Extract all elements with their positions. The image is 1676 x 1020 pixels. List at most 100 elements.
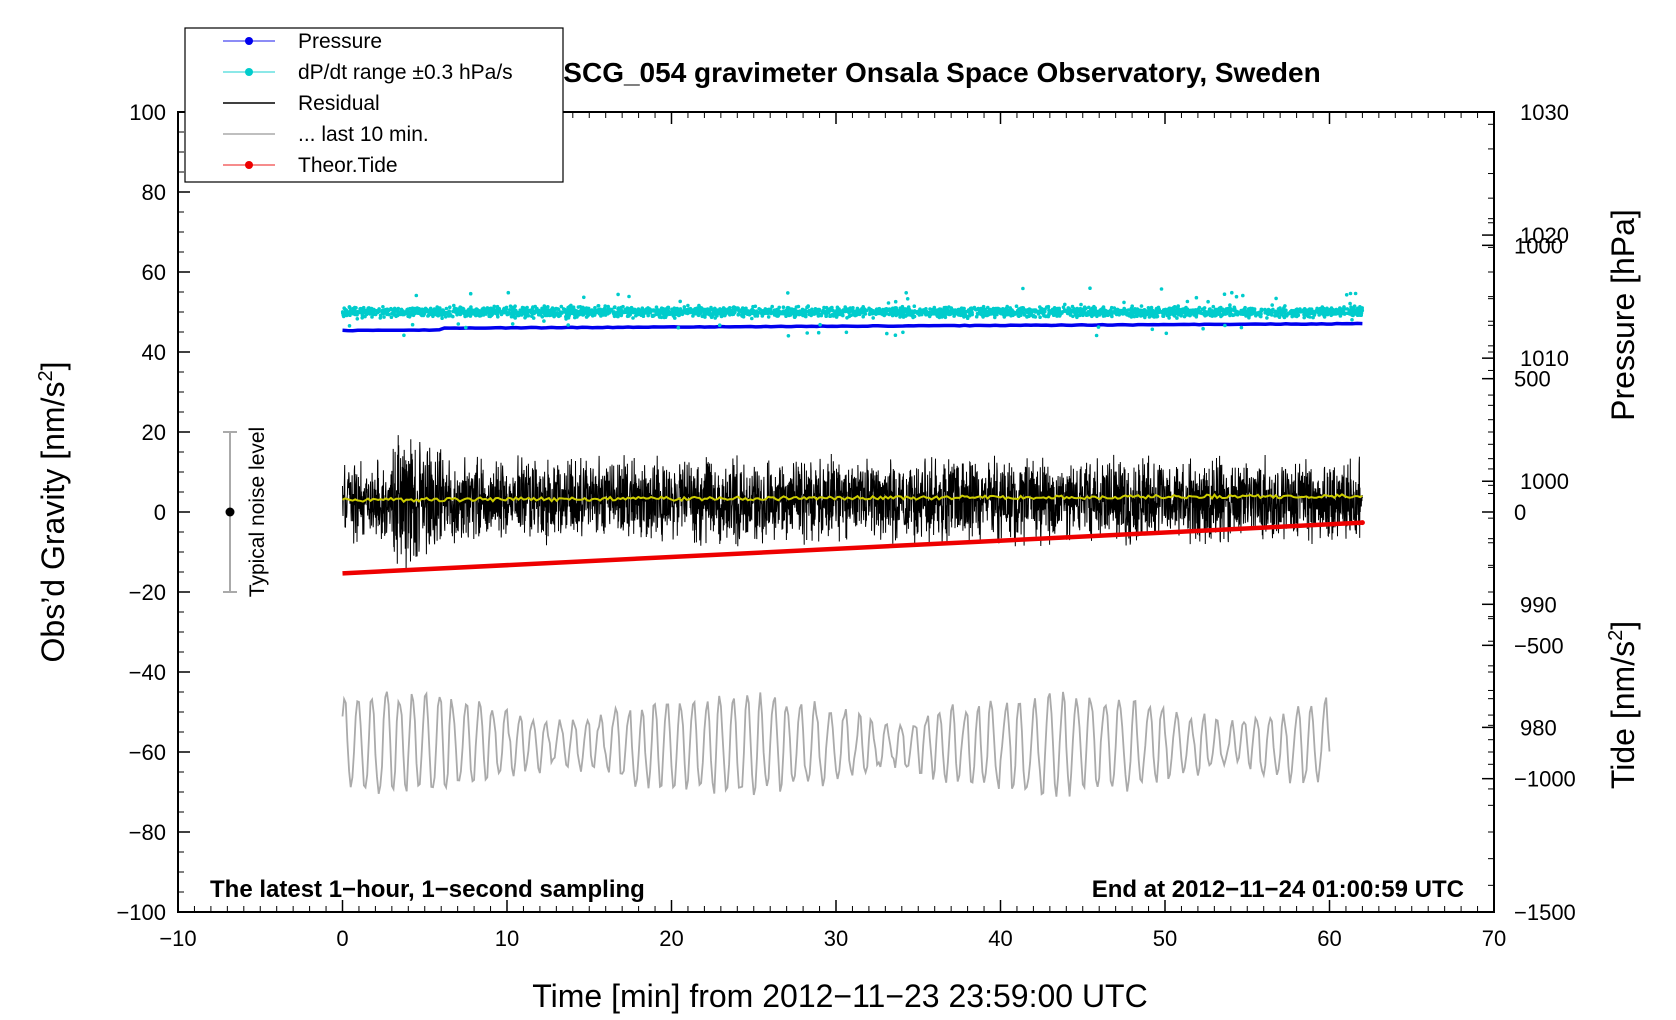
dpdt-point: [512, 315, 517, 319]
dpdt-point: [1179, 307, 1184, 312]
dpdt-point: [1130, 313, 1135, 318]
dpdt-point: [998, 310, 1002, 315]
dpdt-point: [1141, 308, 1145, 313]
dpdt-point: [721, 306, 726, 310]
dpdt-point: [1081, 308, 1086, 313]
dpdt-point: [1322, 309, 1326, 313]
dpdt-point: [571, 305, 576, 310]
dpdt-point: [1245, 311, 1249, 316]
dpdt-point: [1317, 309, 1321, 314]
tide-tick-label: 0: [1514, 500, 1526, 525]
dpdt-point: [862, 310, 866, 315]
dpdt-point: [1282, 315, 1287, 320]
dpdt-point: [968, 306, 973, 311]
dpdt-point: [822, 305, 826, 310]
dpdt-point: [1058, 311, 1063, 316]
dpdt-point: [568, 311, 572, 316]
dpdt-point: [1293, 314, 1298, 318]
dpdt-point: [1157, 310, 1161, 315]
dpdt-point: [763, 311, 768, 315]
x-tick-label: 40: [988, 926, 1012, 951]
dpdt-point: [732, 305, 736, 309]
dpdt-point: [690, 309, 694, 314]
dpdt-point: [742, 311, 747, 316]
dpdt-point: [353, 312, 358, 316]
dpdt-point: [1122, 300, 1126, 305]
dpdt-point: [1185, 307, 1190, 312]
dpdt-point: [982, 307, 986, 311]
dpdt-point: [891, 311, 895, 315]
dpdt-point: [606, 304, 610, 309]
dpdt-point: [422, 311, 427, 315]
dpdt-point: [1273, 309, 1278, 314]
x-tick-label: 70: [1482, 926, 1506, 951]
dpdt-point: [1277, 315, 1282, 320]
dpdt-point: [546, 305, 550, 309]
dpdt-point: [912, 311, 916, 315]
dpdt-point: [396, 306, 401, 311]
dpdt-point: [844, 330, 849, 335]
dpdt-point: [616, 314, 620, 319]
dpdt-point: [1233, 308, 1237, 313]
left-tick-label: 40: [142, 340, 166, 365]
dpdt-point: [766, 315, 771, 319]
legend-item: dP/dt range ±0.3 hPa/s: [223, 61, 513, 84]
dpdt-point: [1192, 308, 1197, 313]
dpdt-point: [348, 311, 353, 316]
dpdt-point: [378, 313, 383, 318]
dpdt-point: [341, 314, 346, 319]
dpdt-point: [709, 312, 714, 316]
dpdt-point: [944, 305, 948, 310]
dpdt-point: [411, 308, 416, 313]
dpdt-point: [942, 310, 947, 315]
dpdt-point: [750, 309, 755, 314]
dpdt-point: [961, 313, 965, 318]
dpdt-point: [493, 309, 498, 314]
dpdt-point: [652, 313, 656, 318]
dpdt-point: [1033, 315, 1038, 319]
dpdt-point: [825, 309, 829, 313]
left-tick-label: 80: [142, 180, 166, 205]
dpdt-point: [1115, 310, 1119, 315]
dpdt-point: [378, 316, 383, 320]
dpdt-point: [699, 310, 703, 314]
dpdt-point: [915, 311, 920, 316]
dpdt-point: [468, 291, 473, 296]
dpdt-point: [348, 309, 353, 313]
dpdt-point: [390, 311, 394, 316]
dpdt-point: [1349, 309, 1354, 313]
chart-title: SCG_054 gravimeter Onsala Space Observat…: [563, 57, 1320, 88]
dpdt-point: [888, 311, 892, 316]
dpdt-point: [861, 314, 865, 319]
dpdt-point: [627, 294, 631, 299]
dpdt-point: [1259, 314, 1263, 319]
dpdt-point: [849, 313, 853, 318]
pressure-tick-label: 1000: [1520, 469, 1569, 494]
dpdt-point: [629, 310, 633, 314]
dpdt-point: [1210, 309, 1215, 313]
dpdt-point: [427, 312, 431, 317]
dpdt-point: [625, 314, 630, 319]
dpdt-point: [1176, 312, 1181, 317]
dpdt-point: [663, 314, 667, 318]
dpdt-point: [410, 322, 415, 327]
dpdt-point: [735, 306, 740, 310]
left-tick-label: −60: [129, 740, 166, 765]
dpdt-point: [964, 314, 969, 319]
left-tick-label: −20: [129, 580, 166, 605]
dpdt-point: [943, 315, 948, 320]
dpdt-point: [543, 308, 548, 312]
dpdt-point: [603, 304, 607, 308]
dpdt-point: [581, 306, 586, 310]
dpdt-point: [739, 310, 743, 314]
legend-item: Theor.Tide: [223, 154, 398, 177]
dpdt-point: [492, 305, 497, 309]
dpdt-point: [531, 305, 535, 309]
dpdt-point: [558, 313, 562, 318]
dpdt-point: [993, 315, 997, 320]
dpdt-point: [715, 314, 719, 318]
dpdt-point: [871, 316, 875, 320]
dpdt-point: [568, 307, 573, 311]
dpdt-point: [676, 325, 681, 330]
